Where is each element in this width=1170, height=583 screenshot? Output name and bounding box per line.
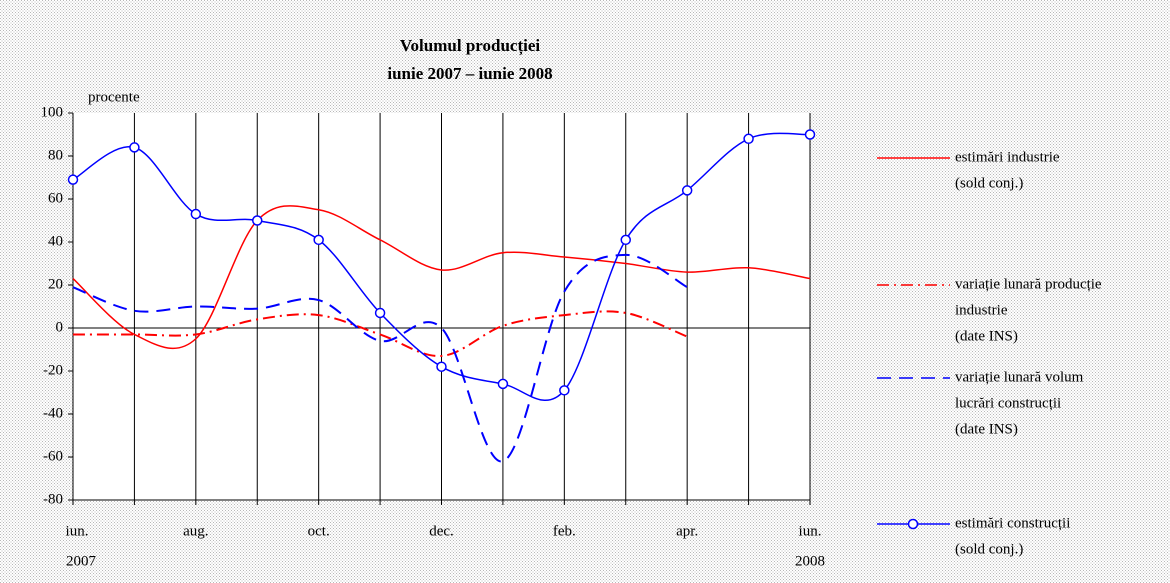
legend-label: (date INS) — [955, 421, 1018, 437]
series-marker — [313, 234, 324, 246]
y-tick-label: 20 — [48, 276, 63, 292]
legend-label: (date INS) — [955, 328, 1018, 344]
series-marker — [190, 208, 202, 220]
legend-label: variație lunară volum — [955, 369, 1084, 385]
legend-label: (sold conj.) — [955, 175, 1023, 191]
x-tick-label: iun. — [799, 523, 822, 539]
series-marker — [804, 129, 816, 140]
legend-label: industrie — [955, 302, 1008, 318]
series-marker — [620, 234, 631, 246]
x-year-label: 2007 — [66, 553, 97, 569]
series-marker — [129, 142, 140, 153]
y-tick-label: 80 — [48, 147, 63, 163]
series-marker — [252, 215, 263, 226]
x-tick-label: apr. — [676, 523, 698, 539]
series-marker — [436, 361, 447, 372]
x-tick-label: feb. — [553, 523, 576, 539]
legend-label: estimări construcții — [955, 515, 1070, 531]
series-marker — [374, 307, 386, 319]
series-marker — [743, 133, 754, 145]
y-tick-label: 100 — [41, 104, 64, 120]
x-tick-label: aug. — [183, 523, 208, 539]
series-line — [73, 310, 688, 357]
series-marker — [67, 174, 79, 185]
x-tick-label: iun. — [66, 523, 89, 539]
legend-label: lucrări construcții — [955, 395, 1061, 411]
legend-label: (sold conj.) — [955, 541, 1023, 557]
y-tick-label: -40 — [43, 405, 63, 421]
y-tick-label: -20 — [43, 362, 63, 378]
y-tick-label: 40 — [48, 233, 63, 249]
y-tick-label: 0 — [56, 319, 64, 335]
series-marker — [559, 385, 570, 396]
chart-title: Volumul producției — [400, 36, 541, 56]
x-tick-label: dec. — [429, 523, 454, 539]
x-year-label: 2008 — [795, 553, 825, 569]
series-marker — [681, 185, 693, 196]
y-axis-label: procente — [88, 89, 140, 105]
series-line — [72, 205, 811, 350]
legend-marker — [907, 518, 919, 530]
legend-label: estimări industrie — [955, 149, 1060, 165]
chart-subtitle: iunie 2007 – iunie 2008 — [387, 64, 552, 83]
legend-label: variație lunară producție — [955, 276, 1102, 292]
series-marker — [497, 378, 509, 390]
y-tick-label: -60 — [43, 448, 63, 464]
y-tick-label: 60 — [48, 190, 63, 206]
x-tick-label: oct. — [308, 523, 330, 539]
y-tick-label: -80 — [43, 491, 63, 507]
